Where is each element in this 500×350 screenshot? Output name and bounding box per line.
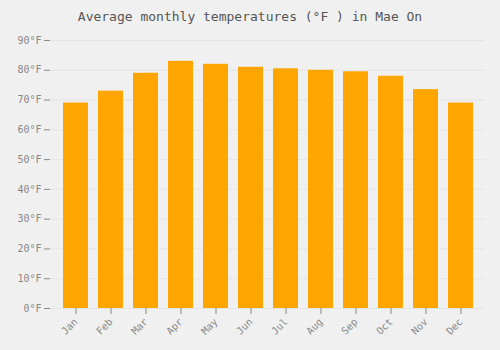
svg-text:20°F: 20°F xyxy=(17,243,41,254)
svg-text:May: May xyxy=(199,316,220,337)
svg-text:Apr: Apr xyxy=(164,316,185,337)
svg-text:80°F: 80°F xyxy=(17,64,41,75)
html-text:Average monthly temperatures (: Average monthly temperatures (°F ) in Ma… xyxy=(77,9,423,24)
svg-text:Aug: Aug xyxy=(304,316,325,337)
svg-text:40°F: 40°F xyxy=(17,184,41,195)
svg-text:Feb: Feb xyxy=(94,316,115,337)
svg-text:50°F: 50°F xyxy=(17,154,41,165)
svg-text:10°F: 10°F xyxy=(17,273,41,284)
svg-text:Jul: Jul xyxy=(269,316,290,337)
svg-text:Oct: Oct xyxy=(374,316,395,337)
svg-text:70°F: 70°F xyxy=(17,94,41,105)
svg-text:Nov: Nov xyxy=(409,316,430,337)
svg-text:Sep: Sep xyxy=(339,316,360,337)
svg-text:30°F: 30°F xyxy=(17,213,41,224)
svg-text:90°F: 90°F xyxy=(17,35,41,46)
svg-text:Jan: Jan xyxy=(59,316,80,337)
svg-text:60°F: 60°F xyxy=(17,124,41,135)
svg-text:Dec: Dec xyxy=(444,316,465,337)
svg-text:Jun: Jun xyxy=(234,316,255,337)
svg-text:0°F: 0°F xyxy=(23,303,41,314)
svg-text:Mar: Mar xyxy=(129,316,150,337)
